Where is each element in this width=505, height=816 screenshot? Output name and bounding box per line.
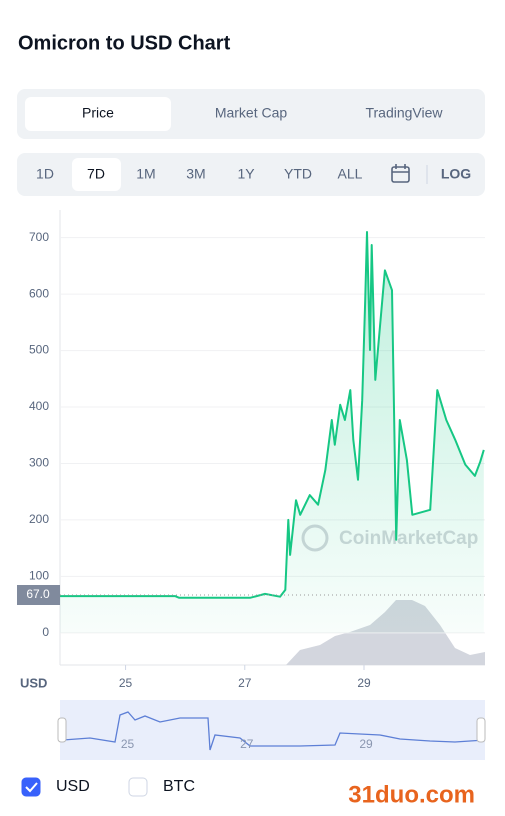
- price-area: [60, 232, 484, 633]
- y-tick-label: 300: [29, 456, 49, 470]
- checkmark: [25, 782, 38, 793]
- log-button[interactable]: LOG: [441, 166, 471, 182]
- currency-label: USD: [20, 675, 47, 690]
- y-tick-label: 700: [29, 230, 49, 244]
- y-tick-label: 100: [29, 569, 49, 583]
- watermark: 31duo.com: [348, 781, 475, 808]
- y-tick-label: 0: [42, 625, 49, 639]
- navigator-handle[interactable]: [476, 717, 486, 743]
- checkbox[interactable]: [128, 777, 148, 797]
- range-button[interactable]: 7D: [87, 166, 105, 182]
- x-tick-label: 25: [119, 676, 133, 690]
- price-marker-bg: [17, 585, 60, 605]
- checkbox-label: BTC: [163, 778, 195, 795]
- range-button[interactable]: 1D: [36, 166, 54, 182]
- navigator-label: 29: [359, 737, 373, 751]
- page-title: Omicron to USD Chart: [18, 32, 231, 54]
- range-button[interactable]: 1Y: [237, 166, 255, 182]
- checkbox[interactable]: [21, 777, 41, 797]
- range-active-bg: [72, 158, 121, 191]
- price-marker-label: 67.0: [26, 587, 50, 601]
- range-button[interactable]: 3M: [186, 166, 205, 182]
- price-line: [60, 231, 485, 599]
- x-tick-label: 27: [238, 676, 252, 690]
- tab-active-bg: [25, 97, 171, 131]
- y-tick-label: 600: [29, 286, 49, 300]
- navigator: [60, 700, 485, 760]
- tab[interactable]: TradingView: [365, 105, 443, 121]
- range-button[interactable]: ALL: [338, 166, 363, 182]
- tab[interactable]: Market Cap: [215, 105, 288, 121]
- tab[interactable]: Price: [82, 105, 114, 121]
- checkbox-label: USD: [56, 778, 90, 795]
- x-tick-label: 29: [357, 676, 371, 690]
- navigator-label: 25: [121, 737, 135, 751]
- navigator-handle[interactable]: [57, 717, 67, 743]
- range-button[interactable]: 1M: [136, 166, 155, 182]
- range-button[interactable]: YTD: [284, 166, 312, 182]
- navigator-line: [62, 711, 486, 751]
- navigator-label: 27: [240, 737, 254, 751]
- y-tick-label: 500: [29, 343, 49, 357]
- calendar-icon[interactable]: [391, 164, 410, 183]
- y-tick-label: 200: [29, 512, 49, 526]
- y-tick-label: 400: [29, 399, 49, 413]
- range-bar: [17, 153, 485, 196]
